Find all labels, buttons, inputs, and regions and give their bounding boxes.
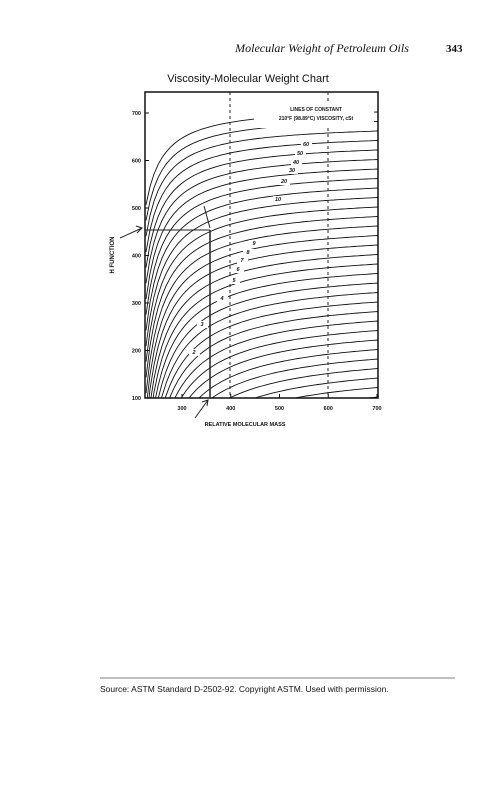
viscosity-curve: [180, 330, 378, 398]
curve-label: 20: [280, 179, 287, 185]
viscosity-curve: [198, 349, 378, 398]
label-bg: [279, 178, 290, 185]
viscosity-curve: [145, 140, 378, 252]
y-axis-label: H FUNCTION: [110, 237, 116, 274]
viscosity-curve: [169, 311, 378, 398]
curve-label: 60: [303, 142, 309, 148]
label-bg: [197, 321, 208, 328]
label-bg: [217, 295, 228, 302]
label-bg: [249, 240, 260, 247]
viscosity-curve: [155, 273, 378, 398]
viscosity-curve: [145, 130, 378, 237]
label-bg: [243, 249, 254, 256]
curve-label: 6: [236, 267, 240, 273]
curve-label: 50: [297, 151, 303, 157]
y-tick-label: 700: [132, 111, 141, 117]
viscosity-curve: [145, 187, 378, 331]
figure-title: Viscosity-Molecular Weight Chart: [167, 73, 329, 85]
viscosity-curve: [145, 206, 378, 362]
curve-label: 5: [232, 278, 236, 284]
label-bg: [287, 167, 298, 174]
viscosity-curve: [146, 235, 378, 398]
curve-label: 30: [289, 168, 295, 174]
viscosity-curve: [228, 368, 378, 398]
viscosity-curve: [145, 197, 378, 347]
x-tick-label: 600: [324, 406, 333, 412]
y-tick-label: 200: [132, 349, 141, 355]
label-bg: [291, 159, 302, 166]
viscosity-curve: [188, 339, 378, 398]
curves: [145, 111, 378, 707]
y-tick-label: 300: [132, 301, 141, 307]
viscosity-curve: [145, 159, 378, 284]
viscosity-curve: [145, 178, 378, 315]
viscosity-curve: [253, 377, 378, 398]
viscosity-curve: [145, 168, 378, 299]
viscosity-curve: [146, 407, 378, 692]
x-tick-label: 500: [275, 406, 284, 412]
curve-label: 2: [191, 350, 195, 356]
curve-label: 10: [275, 197, 281, 203]
label-bg: [189, 349, 200, 356]
x-tick-label: 300: [177, 406, 186, 412]
legend-box: [254, 104, 374, 128]
label-bg: [295, 150, 306, 157]
legend: LINES OF CONSTANT: [290, 107, 342, 113]
label-bg: [301, 141, 312, 148]
y-tick-label: 600: [132, 159, 141, 165]
curve-label: 40: [292, 160, 299, 166]
viscosity-curve: [145, 225, 378, 394]
viscosity-curve: [362, 396, 378, 398]
y-tick-label: 100: [132, 396, 141, 402]
viscosity-curve: [150, 254, 378, 398]
viscosity-curve: [157, 282, 378, 398]
viscosity-curve: [211, 358, 378, 398]
curve-label: 9: [252, 241, 256, 247]
source-note: Source: ASTM Standard D-2502-92. Copyrig…: [100, 684, 389, 694]
viscosity-curve: [161, 292, 378, 398]
label-bg: [229, 277, 240, 284]
viscosity-curve: [146, 416, 378, 707]
viscosity-curve: [292, 387, 378, 398]
viscosity-curve: [145, 149, 378, 268]
construction-lines: [119, 92, 329, 419]
running-title: Molecular Weight of Petroleum Oils: [234, 41, 409, 55]
viscosity-curve: [145, 216, 378, 378]
curve-label: 4: [219, 296, 223, 302]
label-bg: [273, 196, 284, 203]
y-tick-label: 400: [132, 254, 141, 260]
viscosity-curve: [148, 244, 378, 398]
label-bg: [233, 266, 244, 273]
label-bg: [237, 257, 248, 264]
viscosity-curve: [174, 320, 378, 398]
x-tick-label: 400: [226, 406, 235, 412]
legend: 210°F (98.89°C) VISCOSITY, cSt: [279, 116, 354, 122]
page-number: 343: [446, 43, 463, 55]
viscosity-curve: [152, 263, 378, 398]
curve-label: 7: [240, 258, 244, 264]
viscosity-curve: [164, 301, 378, 398]
y-tick-label: 500: [132, 206, 141, 212]
curve-label: 8: [246, 250, 250, 256]
curve-label: 3: [200, 322, 203, 328]
x-axis-label: RELATIVE MOLECULAR MASS: [205, 422, 286, 428]
x-tick-label: 700: [372, 406, 381, 412]
